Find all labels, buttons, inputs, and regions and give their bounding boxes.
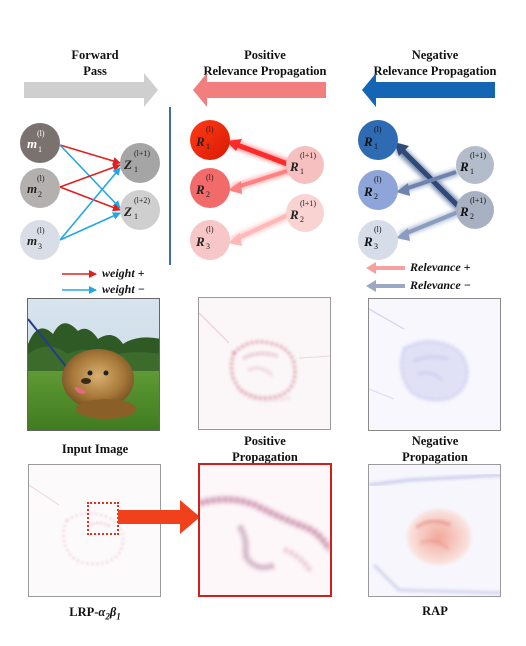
svg-text:(l): (l): [206, 225, 214, 234]
forward-pass-arrow: [24, 73, 158, 107]
legend-relevance-neg-arrow: [366, 280, 405, 292]
svg-text:R: R: [289, 159, 299, 174]
svg-text:R: R: [195, 182, 205, 197]
svg-text:(l): (l): [206, 173, 214, 182]
svg-text:Z: Z: [123, 204, 132, 219]
node-m1: m 1 (l): [20, 123, 60, 163]
dog-photo: [28, 299, 159, 430]
svg-text:1: 1: [300, 167, 304, 176]
caption-lrp-symbols: α2β1: [98, 605, 121, 622]
svg-text:m: m: [27, 136, 37, 151]
svg-text:(l+1): (l+1): [300, 199, 316, 208]
svg-text:R: R: [363, 134, 373, 149]
svg-text:(l+1): (l+1): [134, 149, 150, 158]
svg-text:1: 1: [38, 145, 42, 154]
caption-input-image: Input Image: [61, 442, 129, 456]
svg-text:3: 3: [38, 242, 42, 251]
svg-text:(l+2): (l+2): [134, 196, 150, 205]
svg-text:R: R: [459, 159, 469, 174]
legend-relevance-neg: Relevance −: [410, 278, 471, 292]
node-m2: m 2 (l): [20, 168, 60, 208]
legend-weight-pos: weight +: [102, 266, 145, 280]
node-neg-r2: R 2 (l): [358, 170, 398, 210]
negative-propagation-map: [368, 298, 501, 431]
lrp-heatmap: [29, 465, 160, 596]
svg-text:1: 1: [374, 142, 378, 151]
svg-text:R: R: [363, 234, 373, 249]
svg-text:R: R: [195, 234, 205, 249]
svg-text:Z: Z: [123, 157, 132, 172]
positive-propagation-map: [198, 297, 331, 430]
svg-text:(l): (l): [37, 174, 45, 183]
node-m3: m 3 (l): [20, 220, 60, 260]
zoom-arrow: [118, 500, 200, 534]
node-neg-r3: R 3 (l): [358, 220, 398, 260]
node-neg-r1-next: R 1 (l+1): [456, 146, 494, 184]
node-neg-r2-next: R 2 (l+1): [456, 191, 494, 229]
svg-text:R: R: [289, 207, 299, 222]
node-z2: Z 1 (l+2): [120, 190, 160, 230]
svg-text:2: 2: [470, 212, 474, 221]
legend-relevance-pos-arrow: [366, 262, 405, 274]
node-z1: Z 1 (l+1): [120, 143, 160, 183]
caption-lrp: LRP-α2β1: [45, 604, 145, 625]
svg-text:2: 2: [206, 190, 210, 199]
svg-text:(l): (l): [37, 226, 45, 235]
svg-text:1: 1: [470, 167, 474, 176]
positive-propagation-arrow: [193, 73, 326, 107]
rap-heatmap: [369, 465, 500, 596]
svg-text:(l): (l): [206, 125, 214, 134]
header-forward-pass: Forward Pass: [71, 48, 119, 78]
positive-heatmap: [199, 298, 330, 429]
svg-text:1: 1: [134, 165, 138, 174]
svg-text:1: 1: [206, 142, 210, 151]
node-pos-r2: R 2 (l): [190, 168, 230, 208]
rap-map: [368, 464, 501, 597]
svg-text:(l+1): (l+1): [300, 151, 316, 160]
svg-text:R: R: [195, 134, 205, 149]
svg-text:(l): (l): [374, 125, 382, 134]
svg-text:2: 2: [38, 190, 42, 199]
negative-propagation-arrow: [362, 73, 495, 107]
svg-text:(l+1): (l+1): [470, 151, 486, 160]
svg-text:m: m: [27, 233, 37, 248]
node-pos-r2-next: R 2 (l+1): [286, 194, 324, 232]
zoomed-positive-map: [198, 463, 332, 597]
caption-positive-propagation: Positive Propagation: [232, 434, 298, 464]
header-negative-relevance: Negative Relevance Propagation: [373, 48, 497, 78]
negative-relevance-arrows: [394, 142, 464, 241]
svg-text:m: m: [27, 181, 37, 196]
svg-text:(l): (l): [374, 225, 382, 234]
caption-rap: RAP: [422, 604, 448, 618]
svg-text:3: 3: [206, 242, 210, 251]
forward-connections: [59, 144, 121, 241]
svg-text:(l): (l): [374, 175, 382, 184]
svg-text:1: 1: [134, 212, 138, 221]
lrp-map: [28, 464, 161, 597]
propagation-diagram: m 1(l) m 2(l) m 3(l) Z 1(l+1) Z 1(l+2) R 1(l) …: [20, 73, 495, 294]
zoomed-heatmap: [200, 465, 330, 595]
svg-text:(l): (l): [37, 129, 45, 138]
node-pos-r1: R 1 (l): [190, 120, 230, 160]
svg-text:R: R: [459, 204, 469, 219]
legend-relevance-pos: Relevance +: [410, 260, 471, 274]
positive-relevance-arrows: [226, 139, 294, 246]
caption-negative-propagation: Negative Propagation: [402, 434, 468, 464]
input-image: [27, 298, 160, 431]
node-pos-r3: R 3 (l): [190, 220, 230, 260]
svg-text:R: R: [363, 184, 373, 199]
node-neg-r1: R 1 (l): [358, 120, 398, 160]
node-pos-r1-next: R 1 (l+1): [286, 146, 324, 184]
svg-text:3: 3: [374, 242, 378, 251]
svg-text:2: 2: [300, 215, 304, 224]
zoom-region-box: [87, 502, 119, 535]
svg-text:(l+1): (l+1): [470, 196, 486, 205]
negative-heatmap: [369, 299, 500, 430]
svg-text:2: 2: [374, 192, 378, 201]
header-positive-relevance: Positive Relevance Propagation: [203, 48, 327, 78]
legend-weight-neg: weight −: [102, 282, 145, 296]
caption-lrp-prefix: LRP-: [69, 605, 99, 619]
